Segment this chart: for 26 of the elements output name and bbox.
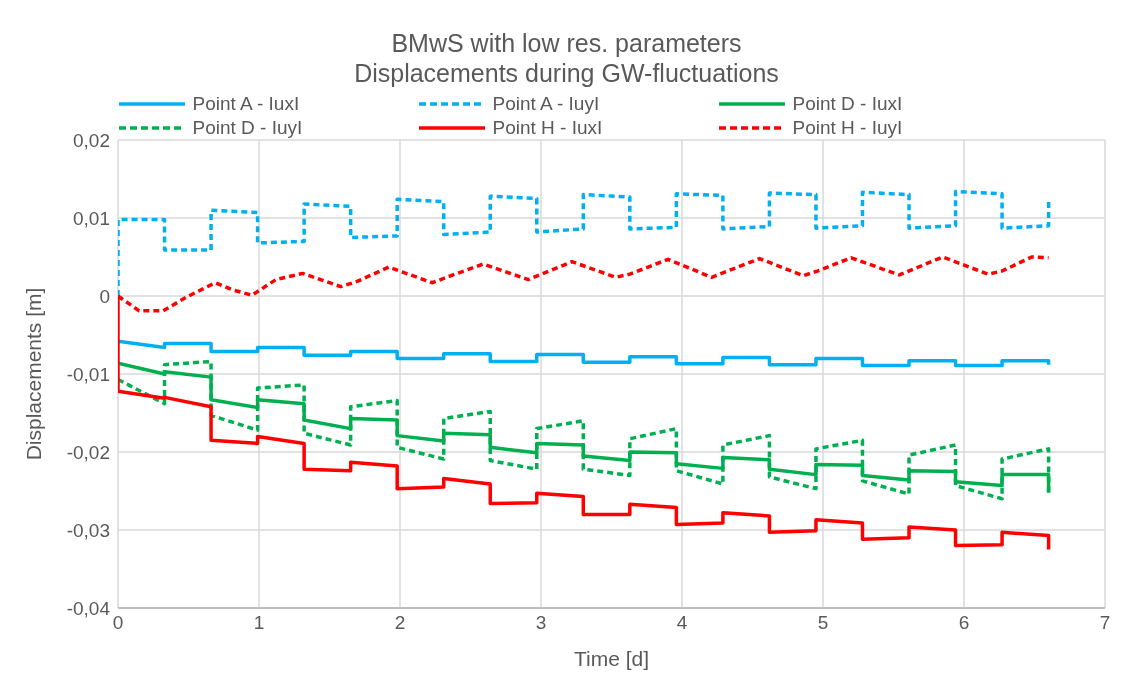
y-tick-label: 0,01 bbox=[73, 207, 110, 229]
line-series bbox=[118, 189, 1051, 298]
line-series bbox=[118, 339, 1051, 368]
y-tick-label: 0 bbox=[99, 285, 110, 307]
y-tick-label: -0,02 bbox=[66, 441, 110, 463]
chart-subtitle: Displacements during GW-fluctuations bbox=[353, 58, 780, 88]
legend-label: Point H - IuyI bbox=[792, 116, 903, 140]
legend-label: Point A - IuxI bbox=[192, 92, 300, 116]
y-axis-title: Displacements [m] bbox=[22, 287, 46, 461]
x-tick-label: 4 bbox=[676, 612, 688, 634]
y-tick-label: 0,02 bbox=[73, 129, 110, 151]
chart-title: BMwS with low res. parameters bbox=[390, 28, 743, 58]
x-tick-label: 7 bbox=[1099, 612, 1111, 634]
legend-label: Point H - IuxI bbox=[492, 116, 603, 140]
x-tick-label: 5 bbox=[817, 612, 829, 634]
legend-label: Point A - IuyI bbox=[492, 92, 600, 116]
x-tick-label: 6 bbox=[958, 612, 970, 634]
legend-label: Point D - IuxI bbox=[792, 92, 903, 116]
x-tick-label: 1 bbox=[253, 612, 265, 634]
y-tick-label: -0,03 bbox=[66, 519, 110, 541]
legend-label: Point D - IuyI bbox=[192, 116, 303, 140]
x-axis-title: Time [d] bbox=[573, 647, 650, 670]
x-tick-label: 2 bbox=[394, 612, 406, 634]
x-tick-label: 3 bbox=[535, 612, 547, 634]
y-tick-label: -0,04 bbox=[66, 597, 111, 619]
y-tick-label: -0,01 bbox=[66, 363, 110, 385]
